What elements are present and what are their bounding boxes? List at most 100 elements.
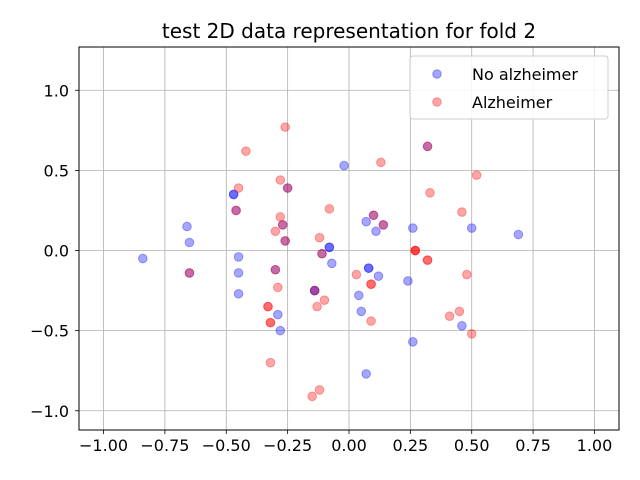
data-point — [280, 236, 290, 246]
data-point — [422, 255, 433, 265]
data-point — [270, 226, 281, 237]
x-tick-label: 0.00 — [331, 436, 367, 455]
data-point — [376, 157, 386, 168]
data-point — [324, 204, 335, 214]
legend-label: Alzheimer — [472, 93, 553, 112]
x-tick-label: 0.25 — [393, 436, 429, 455]
data-point — [324, 242, 335, 253]
data-point — [314, 385, 325, 395]
data-point — [282, 183, 293, 193]
data-point — [309, 285, 320, 296]
x-tick-label: 0.75 — [515, 436, 551, 455]
data-point — [233, 183, 244, 193]
data-point — [356, 306, 367, 317]
data-point — [408, 337, 418, 347]
data-point — [444, 311, 455, 322]
data-point — [184, 268, 195, 278]
data-point — [182, 221, 192, 232]
data-point — [265, 317, 276, 328]
chart-title: test 2D data representation for fold 2 — [162, 19, 536, 43]
data-point — [270, 264, 281, 275]
y-tick-label: 0.0 — [44, 242, 69, 261]
series-no-alzheimer — [138, 141, 524, 379]
data-point — [403, 276, 413, 286]
data-point — [233, 268, 244, 278]
data-point — [366, 316, 376, 326]
y-tick-label: 0.5 — [44, 161, 69, 180]
data-point — [354, 290, 364, 301]
data-point — [263, 301, 273, 312]
legend-label: No alzheimer — [472, 65, 578, 84]
data-point — [462, 269, 472, 280]
data-point — [138, 253, 148, 264]
data-point — [513, 229, 524, 240]
x-tick-label: −0.25 — [263, 436, 312, 455]
data-point — [378, 220, 389, 230]
data-point — [282, 183, 293, 193]
data-point — [184, 237, 195, 248]
data-point — [317, 248, 327, 259]
data-point — [368, 210, 379, 221]
data-point — [471, 170, 482, 181]
data-point — [422, 255, 433, 265]
data-point — [466, 223, 477, 233]
data-point — [410, 245, 421, 256]
data-point — [363, 263, 374, 273]
x-tick-label: 0.50 — [454, 436, 490, 455]
data-point — [273, 309, 283, 320]
data-point — [373, 271, 384, 281]
x-tick-label: −1.00 — [79, 436, 128, 455]
data-point — [371, 226, 381, 237]
data-point — [339, 160, 349, 171]
data-point — [275, 175, 286, 185]
legend-marker — [432, 69, 442, 79]
data-point — [309, 285, 320, 296]
data-point — [361, 216, 371, 227]
data-point — [425, 188, 435, 198]
data-point — [228, 189, 239, 200]
data-point — [184, 268, 195, 278]
data-point — [324, 242, 335, 253]
data-point — [368, 210, 379, 221]
data-point — [280, 236, 290, 246]
data-point — [277, 220, 288, 230]
legend: No alzheimer Alzheimer — [409, 55, 609, 120]
x-tick-label: −0.75 — [140, 436, 189, 455]
data-point — [275, 212, 286, 222]
legend-box — [409, 55, 609, 120]
data-point — [378, 220, 389, 230]
data-point — [312, 301, 322, 312]
plot-area: −1.00 −0.75 −0.50 −0.25 0.00 0.25 0.50 0.75 1.00… — [30, 46, 620, 455]
data-point — [275, 325, 286, 336]
data-point — [319, 295, 330, 305]
data-point — [366, 279, 376, 289]
series-alzheimer — [184, 122, 482, 402]
data-point — [351, 269, 362, 280]
data-point — [361, 369, 371, 379]
data-point — [270, 264, 281, 275]
data-point — [277, 220, 288, 230]
data-point — [363, 263, 374, 273]
legend-marker — [432, 97, 442, 107]
data-point — [366, 279, 376, 289]
data-point — [422, 141, 433, 152]
data-point — [307, 391, 317, 402]
data-point — [466, 329, 477, 339]
data-point — [457, 321, 467, 331]
x-tick-label: 1.00 — [577, 436, 613, 455]
data-point — [265, 357, 276, 368]
y-tick-label: 1.0 — [44, 81, 69, 100]
data-point — [422, 141, 433, 152]
data-point — [233, 288, 244, 299]
data-point — [327, 258, 337, 269]
y-tick-label: −0.5 — [30, 322, 69, 341]
data-point — [457, 207, 467, 217]
data-point — [309, 285, 320, 296]
data-point — [233, 252, 244, 262]
x-tick-label: −0.50 — [202, 436, 251, 455]
data-point — [265, 317, 276, 328]
data-point — [273, 282, 283, 293]
data-point — [408, 223, 418, 233]
data-point — [410, 245, 421, 256]
